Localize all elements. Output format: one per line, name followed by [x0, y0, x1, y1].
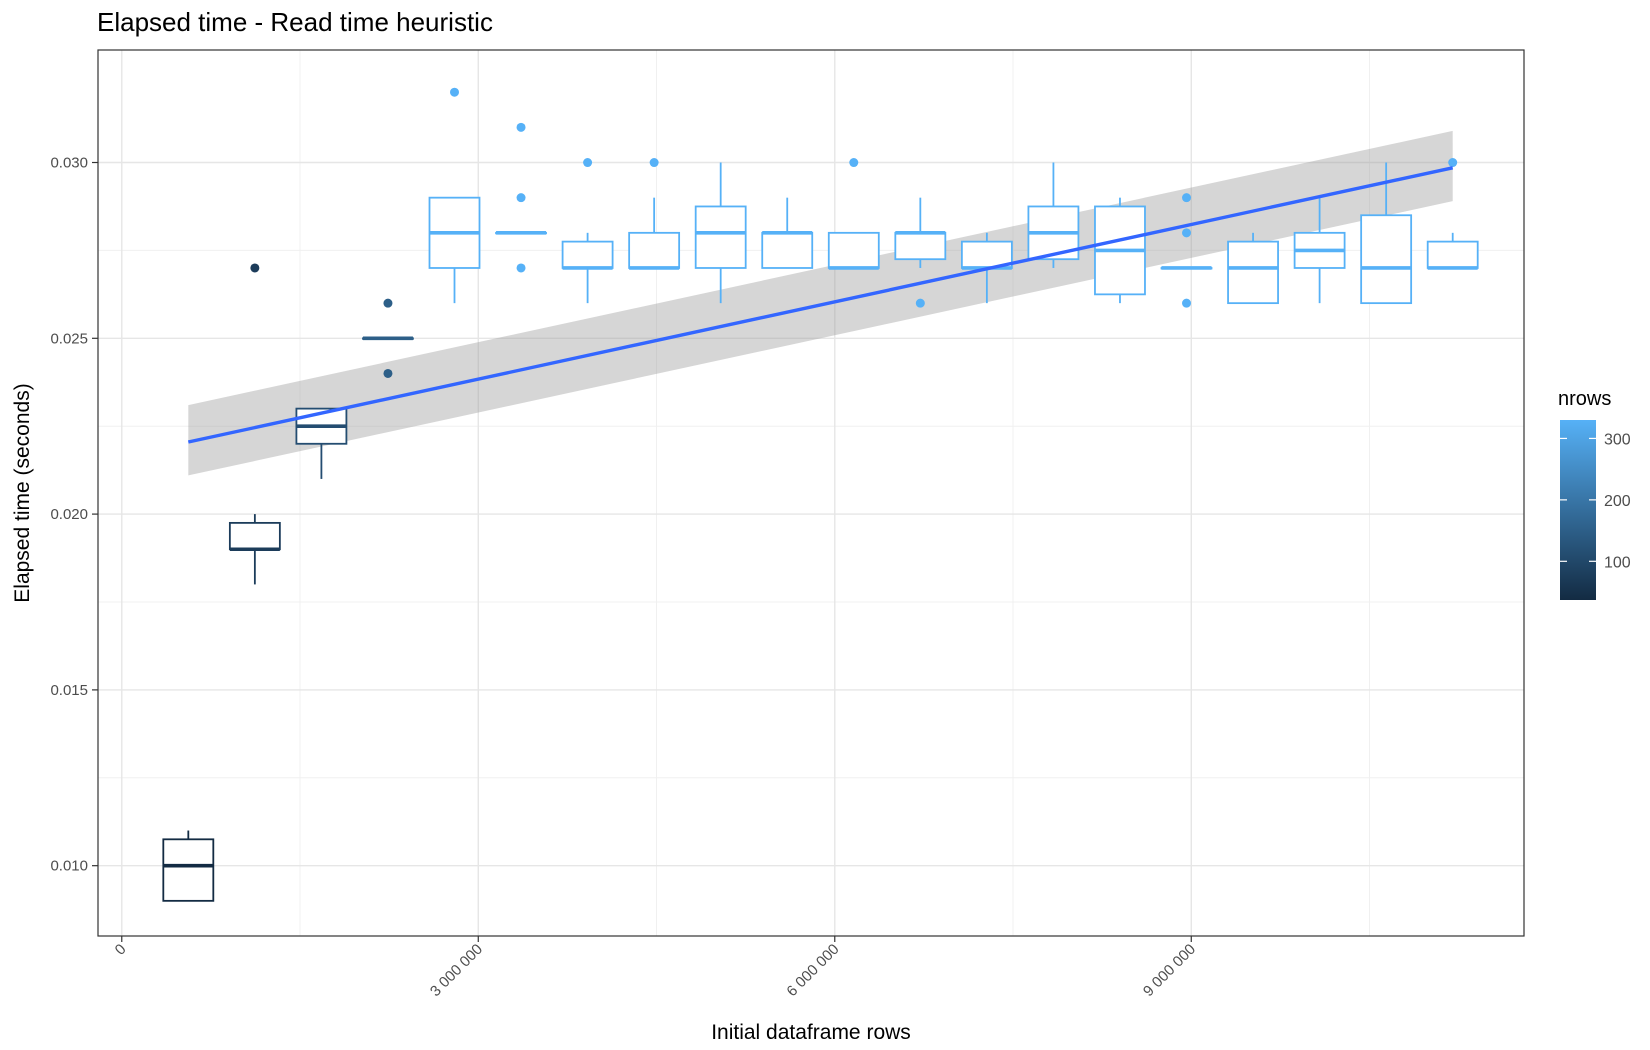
- boxplot: [162, 830, 215, 902]
- x-tick-label: 6 000 000: [783, 941, 842, 1000]
- outlier-point: [383, 368, 393, 378]
- y-tick-label: 0.020: [50, 506, 88, 523]
- boxplot: [495, 122, 547, 273]
- legend-tick-label: 200: [1604, 493, 1631, 510]
- outlier-point: [649, 158, 659, 168]
- outlier-point: [849, 158, 859, 168]
- y-axis-title: Elapsed time (seconds): [11, 383, 34, 602]
- boxplot: [761, 197, 814, 269]
- boxplot: [1360, 162, 1413, 305]
- legend-tick-label: 300: [1604, 431, 1631, 448]
- legend-colorbar: [1560, 420, 1596, 600]
- boxplot: [1160, 193, 1213, 308]
- box: [1360, 214, 1413, 305]
- box: [628, 231, 681, 269]
- trend-line-layer: [187, 166, 1454, 444]
- x-tick-label: 3 000 000: [427, 941, 486, 1000]
- y-tick-label: 0.030: [50, 155, 88, 172]
- legend-title: nrows: [1558, 388, 1611, 410]
- box: [894, 231, 947, 261]
- box: [761, 231, 814, 269]
- box: [162, 838, 215, 902]
- x-axis: 0 3 000 000 6 000 000 9 000 000: [112, 936, 1199, 1000]
- boxplot: [1227, 232, 1279, 305]
- boxplot: [295, 407, 348, 479]
- plot-border: [97, 49, 1525, 937]
- outlier-point: [450, 87, 459, 97]
- plot-background: [98, 50, 1524, 936]
- outlier-point: [1182, 228, 1192, 238]
- boxplot: [561, 158, 614, 304]
- legend-ticks: 100 200 300: [1560, 431, 1631, 571]
- boxplot: [694, 162, 747, 304]
- outlier-point: [1182, 193, 1192, 203]
- x-tick-label: 0: [112, 941, 130, 959]
- box: [1426, 240, 1479, 269]
- legend: nrows 100 200 300: [1558, 388, 1631, 600]
- outlier-point: [250, 263, 260, 273]
- box: [561, 240, 614, 269]
- outlier-point: [383, 298, 393, 308]
- x-tick-label: 9 000 000: [1140, 941, 1199, 1000]
- outlier-point: [1448, 158, 1458, 168]
- outlier-point: [915, 298, 925, 308]
- chart-title: Elapsed time - Read time heuristic: [97, 7, 493, 37]
- boxplot: [1426, 158, 1479, 270]
- box: [827, 231, 880, 269]
- boxplot: [1293, 197, 1346, 304]
- y-tick-label: 0.015: [50, 682, 88, 699]
- outlier-point: [1182, 298, 1192, 308]
- plot-panel: [97, 49, 1525, 937]
- outlier-point: [583, 158, 593, 168]
- box: [694, 205, 747, 269]
- box: [1227, 240, 1279, 305]
- outlier-point: [516, 193, 526, 203]
- x-axis-title: Initial dataframe rows: [711, 1021, 911, 1044]
- y-axis: 0.010 0.015 0.020 0.025 0.030: [50, 155, 98, 875]
- box: [228, 521, 281, 551]
- boxplot: [428, 87, 481, 304]
- boxplot: [228, 263, 281, 585]
- boxplot: [894, 197, 947, 308]
- outlier-point: [516, 263, 526, 273]
- legend-tick-label: 100: [1604, 554, 1631, 571]
- trend-line: [187, 166, 1454, 444]
- boxplot: [1094, 197, 1146, 304]
- y-tick-label: 0.025: [50, 330, 88, 347]
- outlier-point: [516, 122, 526, 132]
- boxplot: [362, 298, 414, 378]
- boxplot: [827, 158, 880, 270]
- boxplot: [628, 158, 681, 270]
- y-tick-label: 0.010: [50, 858, 88, 875]
